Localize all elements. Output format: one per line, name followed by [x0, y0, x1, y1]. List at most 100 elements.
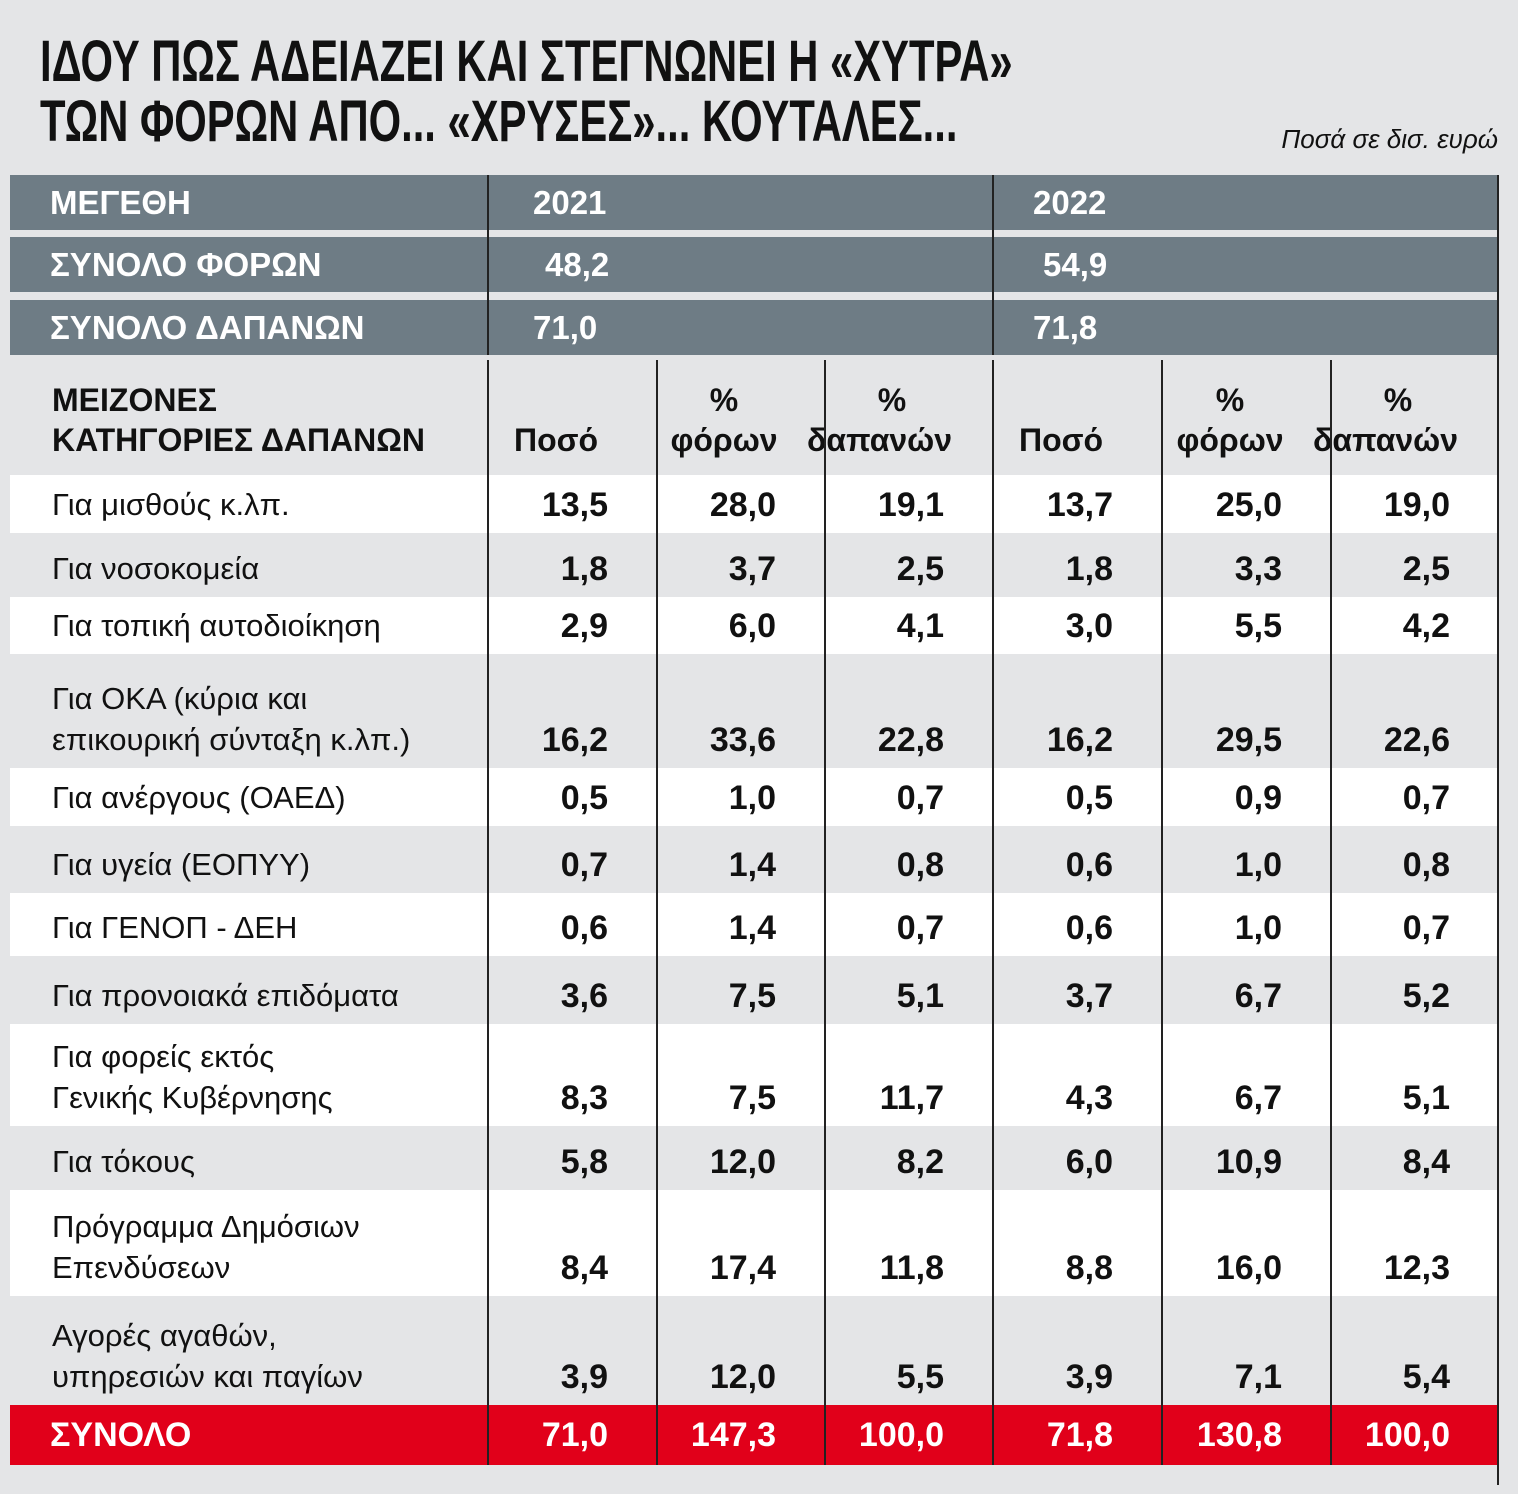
value-cell: 16,2	[541, 721, 608, 759]
value-cell: 0,7	[1402, 779, 1450, 817]
label-line: Για φορείς εκτός	[52, 1039, 275, 1074]
value-cell: 10,9	[1215, 1143, 1282, 1181]
value-cell: 19,1	[877, 486, 944, 524]
value-cell: 4,1	[896, 607, 944, 645]
value-cell: 29,5	[1215, 721, 1282, 759]
summary-value: 48,2	[545, 245, 610, 283]
value-cell: 12,0	[709, 1143, 776, 1181]
value-cell: 7,5	[728, 977, 776, 1015]
value-cell: 8,8	[1065, 1249, 1113, 1287]
row-label: Για ΟΚΑ (κύρια και επικουρική σύνταξη κ.λ…	[10, 654, 487, 768]
value-cell: 5,5	[1234, 607, 1282, 645]
row-label: Για φορείς εκτός Γενικής Κυβέρνησης	[10, 1024, 487, 1126]
total-value: 100,0	[858, 1415, 944, 1454]
value-cell: 8,4	[1402, 1143, 1450, 1181]
value-cell: 4,2	[1402, 607, 1450, 645]
label-line: Για τοπική αυτοδιοίκηση	[52, 608, 381, 643]
row-label: Για υγεία (ΕΟΠΥΥ)	[10, 826, 487, 893]
value-cell: 5,8	[560, 1143, 608, 1181]
column-rule	[487, 360, 489, 1465]
value-cell: 1,8	[1065, 550, 1113, 588]
label-line: Για νοσοκομεία	[52, 551, 260, 586]
summary-label: ΣΥΝΟΛΟ ΔΑΠΑΝΩΝ	[50, 308, 365, 346]
value-cell: 3,6	[560, 977, 608, 1015]
row-label: Για νοσοκομεία	[10, 533, 487, 597]
total-label: ΣΥΝΟΛΟ	[50, 1415, 192, 1454]
value-cell: 12,3	[1383, 1249, 1450, 1287]
row-background	[10, 893, 1498, 956]
header-line: ΜΕΙΖΟΝΕΣ	[52, 382, 217, 418]
value-cell: 4,3	[1065, 1079, 1113, 1117]
summary-row	[10, 175, 1498, 230]
row-background	[10, 1126, 1498, 1190]
value-cell: 1,4	[728, 909, 776, 947]
value-cell: 8,2	[896, 1143, 944, 1181]
value-cell: 11,7	[879, 1079, 944, 1117]
label-line: Για μισθούς κ.λπ.	[52, 487, 290, 522]
row-background	[10, 1024, 1498, 1126]
header-line: %	[1215, 382, 1245, 418]
column-rule	[1161, 360, 1163, 1465]
header-line: δαπανών	[1313, 422, 1458, 458]
summary-row	[10, 237, 1498, 292]
value-cell: 5,1	[896, 977, 944, 1015]
column-rule	[1330, 360, 1332, 1465]
value-cell: 1,0	[1234, 846, 1282, 884]
row-background	[10, 597, 1498, 654]
value-cell: 16,2	[1046, 721, 1113, 759]
column-header: % φόρων	[656, 360, 824, 468]
header-line: %	[709, 382, 739, 418]
value-cell: 0,9	[1234, 779, 1282, 817]
value-cell: 2,5	[1402, 550, 1450, 588]
column-rule	[992, 175, 994, 355]
row-label: Για ανέργους (ΟΑΕΔ)	[10, 768, 487, 826]
value-cell: 13,7	[1046, 486, 1113, 524]
value-cell: 2,5	[896, 550, 944, 588]
value-cell: 0,6	[1065, 846, 1113, 884]
label-line: Πρόγραμμα Δημόσιων	[52, 1209, 360, 1244]
value-cell: 1,4	[728, 846, 776, 884]
unit-note: Ποσά σε δισ. ευρώ	[1281, 124, 1498, 154]
column-header: % φόρων	[1161, 360, 1330, 468]
header-line: δαπανών	[807, 422, 952, 458]
label-line: Για υγεία (ΕΟΠΥΥ)	[52, 847, 311, 882]
total-value: 130,8	[1196, 1415, 1282, 1454]
value-cell: 7,1	[1234, 1358, 1282, 1396]
value-cell: 1,8	[560, 550, 608, 588]
row-background	[10, 1296, 1498, 1405]
value-cell: 2,9	[560, 607, 608, 645]
value-cell: 8,3	[560, 1079, 608, 1117]
label-line: Για ΓΕΝΟΠ - ΔΕΗ	[52, 910, 298, 945]
column-rule	[824, 360, 826, 1465]
header-line: %	[877, 382, 907, 418]
row-label: Για ΓΕΝΟΠ - ΔΕΗ	[10, 893, 487, 956]
column-header: % δαπανών	[1313, 360, 1498, 468]
value-cell: 13,5	[541, 486, 608, 524]
value-cell: 3,0	[1065, 607, 1113, 645]
summary-value: 2022	[1033, 183, 1107, 221]
value-cell: 0,7	[896, 779, 944, 817]
value-cell: 0,5	[560, 779, 608, 817]
row-background	[10, 475, 1498, 533]
summary-label: ΜΕΓΕΘΗ	[50, 183, 191, 221]
total-value: 147,3	[690, 1415, 776, 1454]
value-cell: 33,6	[709, 721, 776, 759]
value-cell: 17,4	[709, 1249, 776, 1287]
value-cell: 0,7	[896, 909, 944, 947]
total-value: 100,0	[1364, 1415, 1450, 1454]
value-cell: 0,7	[1402, 909, 1450, 947]
value-cell: 0,7	[560, 846, 608, 884]
summary-label: ΣΥΝΟΛΟ ΦΟΡΩΝ	[50, 245, 322, 283]
total-value: 71,8	[1046, 1415, 1113, 1454]
header-line: φόρων	[1176, 422, 1284, 458]
value-cell: 1,0	[728, 779, 776, 817]
value-cell: 6,0	[728, 607, 776, 645]
summary-value: 54,9	[1043, 245, 1108, 283]
label-line: Επενδύσεων	[52, 1250, 231, 1285]
value-cell: 5,5	[896, 1358, 944, 1396]
value-cell: 3,9	[560, 1358, 608, 1396]
column-header: % δαπανών	[807, 360, 992, 468]
row-label: Για προνοιακά επιδόματα	[10, 956, 487, 1024]
title-line: ΤΩΝ ΦΟΡΩΝ ΑΠΟ... «ΧΡΥΣΕΣ»... ΚΟΥΤΑΛΕΣ...	[40, 89, 958, 154]
